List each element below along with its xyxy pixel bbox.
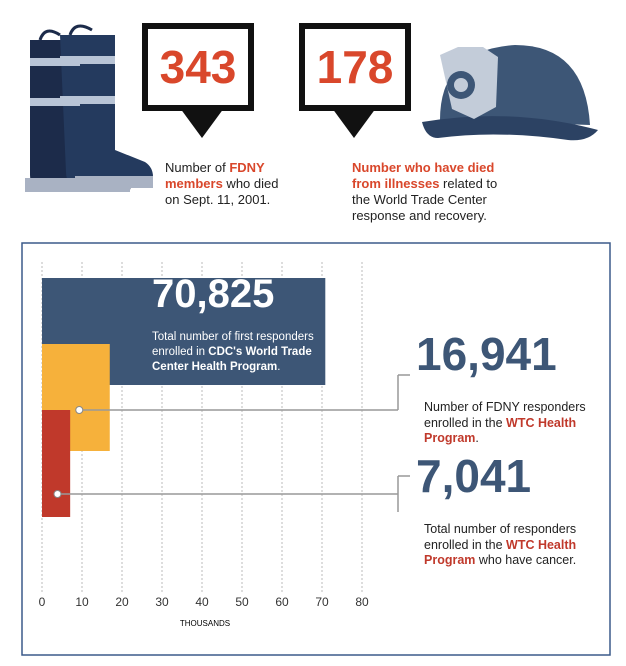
x-tick-label: 20 — [115, 595, 129, 609]
chart-frame — [21, 242, 611, 656]
highlight-text: WTC Health Program — [424, 415, 577, 446]
value-label: 7,041 — [416, 450, 531, 502]
x-axis-label: THOUSANDS — [180, 619, 230, 628]
text-segment: Number of — [165, 160, 230, 175]
x-tick-label: 60 — [275, 595, 289, 609]
text-segment: who died on Sept. 11, 2001. — [165, 176, 279, 207]
x-tick-label: 0 — [39, 595, 46, 609]
leader-line — [79, 374, 410, 411]
text-segment: related to the World Trade Center respon… — [352, 176, 498, 223]
callout-box — [142, 23, 411, 138]
stat-text: Number who have died from illnesses rela… — [352, 160, 512, 224]
helmet-icon — [422, 45, 598, 141]
text-segment: . — [277, 361, 281, 373]
x-tick-label: 40 — [195, 595, 209, 609]
stat-text: Number of FDNY members who died on Sept.… — [165, 160, 283, 208]
boots-icon — [25, 24, 153, 192]
x-tick-label: 30 — [155, 595, 169, 609]
leader-dot — [53, 490, 62, 498]
x-tick-label: 10 — [75, 595, 89, 609]
x-tick-label: 70 — [315, 595, 329, 609]
value-label: 16,941 — [416, 328, 557, 380]
highlight-text: FDNY members — [165, 160, 265, 191]
leader-line — [57, 475, 410, 512]
text-segment: who have cancer. — [475, 553, 577, 567]
x-tick-label: 80 — [355, 595, 369, 609]
text-segment: Total number of first responders enrolle… — [152, 331, 314, 358]
callout-description: Total number of responders enrolled in t… — [424, 522, 599, 569]
callout-description: Number of FDNY responders enrolled in th… — [424, 400, 599, 447]
bar-description: Total number of first responders enrolle… — [152, 330, 332, 375]
highlight-text: CDC's World Trade Center Health Program — [152, 346, 312, 373]
bar — [42, 410, 71, 517]
value-label: 70,825 — [152, 272, 274, 316]
text-segment: Total number of responders enrolled in t… — [424, 522, 577, 552]
x-tick-label: 50 — [235, 595, 249, 609]
text-segment: . — [475, 431, 479, 445]
text-segment: Number of FDNY responders enrolled in th… — [424, 400, 586, 430]
stat-number: 343 — [160, 41, 237, 93]
leader-dot — [75, 406, 84, 414]
highlight-text: Number who have died from illnesses — [352, 160, 495, 191]
highlight-text: WTC Health Program — [424, 537, 577, 568]
stat-number: 178 — [317, 41, 394, 93]
